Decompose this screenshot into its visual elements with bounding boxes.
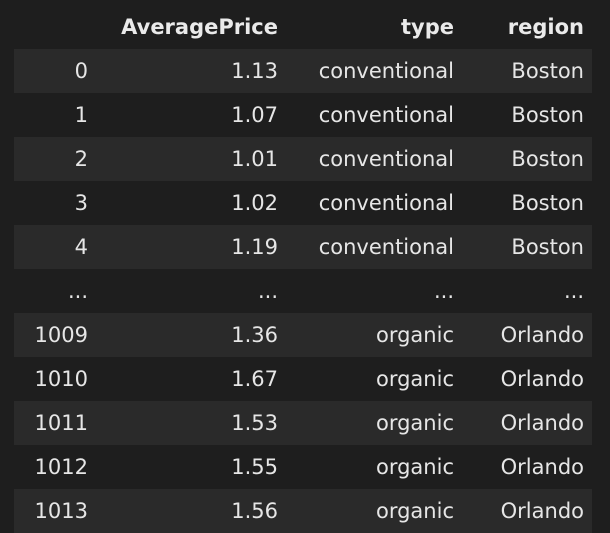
cell-type: conventional — [286, 137, 462, 181]
index-header — [14, 5, 94, 49]
cell-type: conventional — [286, 181, 462, 225]
cell-region: Orlando — [462, 357, 592, 401]
header-row: AveragePrice type region — [14, 5, 592, 49]
table-row: 4 1.19 conventional Boston — [14, 225, 592, 269]
cell-type: organic — [286, 313, 462, 357]
column-header-type: type — [286, 5, 462, 49]
row-index: 4 — [14, 225, 94, 269]
cell-type: organic — [286, 489, 462, 533]
table-row: 1009 1.36 organic Orlando — [14, 313, 592, 357]
ellipsis-row: ... ... ... ... — [14, 269, 592, 313]
row-index: 1012 — [14, 445, 94, 489]
cell-type: organic — [286, 401, 462, 445]
table-row: 1 1.07 conventional Boston — [14, 93, 592, 137]
cell-region: Orlando — [462, 313, 592, 357]
cell-averageprice: 1.36 — [94, 313, 286, 357]
cell-type: conventional — [286, 225, 462, 269]
cell-type: organic — [286, 357, 462, 401]
table-row: 3 1.02 conventional Boston — [14, 181, 592, 225]
cell-region: Boston — [462, 181, 592, 225]
cell-region: Orlando — [462, 401, 592, 445]
cell-region: Boston — [462, 137, 592, 181]
cell-type: conventional — [286, 93, 462, 137]
table-row: 1012 1.55 organic Orlando — [14, 445, 592, 489]
row-index: 1009 — [14, 313, 94, 357]
cell-averageprice: 1.01 — [94, 137, 286, 181]
cell-region: Orlando — [462, 445, 592, 489]
cell-averageprice: 1.13 — [94, 49, 286, 93]
cell-averageprice: ... — [94, 269, 286, 313]
cell-region: Boston — [462, 93, 592, 137]
cell-type: conventional — [286, 49, 462, 93]
cell-type: ... — [286, 269, 462, 313]
row-index: 2 — [14, 137, 94, 181]
cell-region: ... — [462, 269, 592, 313]
table-row: 1011 1.53 organic Orlando — [14, 401, 592, 445]
row-index: 1010 — [14, 357, 94, 401]
dataframe-table: AveragePrice type region 0 1.13 conventi… — [14, 5, 592, 533]
column-header-region: region — [462, 5, 592, 49]
row-index: 1011 — [14, 401, 94, 445]
cell-type: organic — [286, 445, 462, 489]
cell-averageprice: 1.07 — [94, 93, 286, 137]
cell-averageprice: 1.02 — [94, 181, 286, 225]
column-header-averageprice: AveragePrice — [94, 5, 286, 49]
table-row: 1013 1.56 organic Orlando — [14, 489, 592, 533]
cell-region: Boston — [462, 49, 592, 93]
table-row: 0 1.13 conventional Boston — [14, 49, 592, 93]
row-index: ... — [14, 269, 94, 313]
row-index: 3 — [14, 181, 94, 225]
cell-averageprice: 1.55 — [94, 445, 286, 489]
cell-averageprice: 1.53 — [94, 401, 286, 445]
row-index: 1013 — [14, 489, 94, 533]
cell-averageprice: 1.67 — [94, 357, 286, 401]
cell-region: Boston — [462, 225, 592, 269]
cell-averageprice: 1.19 — [94, 225, 286, 269]
row-index: 0 — [14, 49, 94, 93]
table-row: 2 1.01 conventional Boston — [14, 137, 592, 181]
cell-averageprice: 1.56 — [94, 489, 286, 533]
dataframe-output: AveragePrice type region 0 1.13 conventi… — [14, 5, 592, 533]
cell-region: Orlando — [462, 489, 592, 533]
table-row: 1010 1.67 organic Orlando — [14, 357, 592, 401]
row-index: 1 — [14, 93, 94, 137]
